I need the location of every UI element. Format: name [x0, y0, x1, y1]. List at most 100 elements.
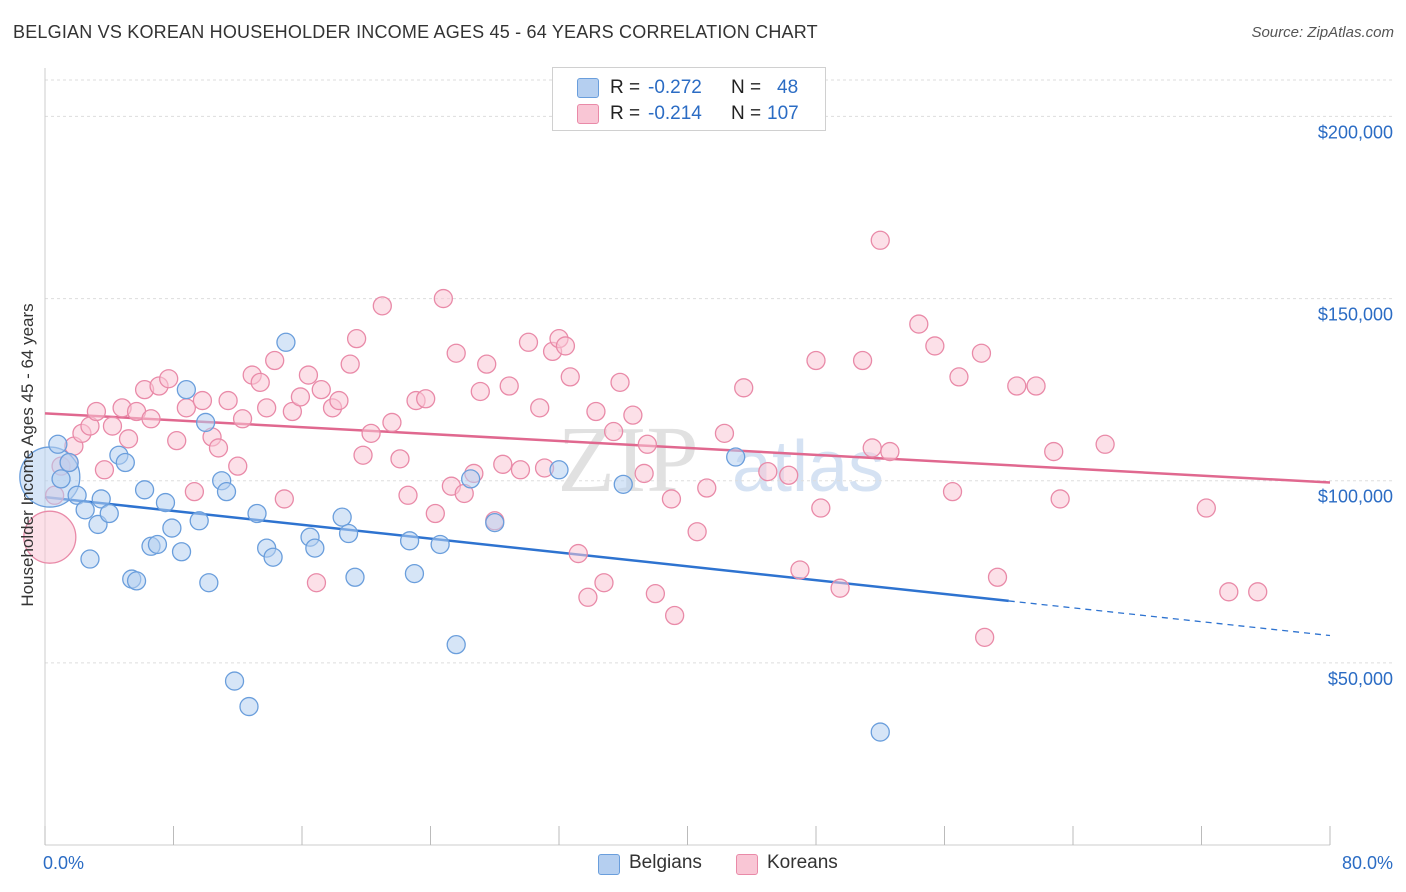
korean-point — [499, 376, 519, 396]
korean-point — [665, 605, 685, 626]
korean-point — [382, 412, 402, 433]
belgian-point — [99, 503, 119, 524]
korean-point — [578, 587, 598, 607]
korean-point — [265, 350, 285, 371]
korean-point — [470, 381, 490, 402]
y-tick-label: $100,000 — [1318, 487, 1393, 507]
korean-point — [594, 573, 614, 593]
korean-point — [586, 401, 606, 422]
korean-point — [192, 390, 213, 411]
belgian-point — [195, 412, 216, 433]
y-tick-label: $200,000 — [1318, 122, 1393, 142]
belgian-swatch — [577, 78, 599, 98]
korean-point — [167, 430, 187, 451]
korean-swatch — [577, 104, 599, 124]
korean-point — [94, 460, 115, 480]
korean-point — [141, 409, 161, 429]
belgian-point — [332, 507, 352, 527]
belgian-point — [305, 538, 325, 558]
korean-point — [228, 456, 248, 476]
korean-r-value: -0.214 — [648, 103, 702, 124]
korean-point — [610, 372, 630, 393]
korean-point — [949, 367, 969, 387]
chart-title: BELGIAN VS KOREAN HOUSEHOLDER INCOME AGE… — [13, 22, 818, 42]
belgian-points — [19, 332, 890, 742]
source-credit: Source: ZipAtlas.com — [1251, 24, 1394, 41]
korean-point — [102, 416, 123, 436]
belgian-point — [338, 523, 359, 544]
korean-trend-line — [44, 412, 1331, 484]
korean-point — [779, 465, 799, 485]
belgian-point — [239, 696, 259, 717]
belgian-n-value: 48 — [777, 77, 799, 98]
belgian-point — [48, 434, 68, 454]
korean-point — [1196, 498, 1216, 518]
belgian-point — [485, 512, 505, 533]
korean-point — [477, 354, 497, 374]
korean-point — [298, 365, 319, 385]
korean-point — [218, 390, 238, 411]
korean-point — [446, 343, 466, 363]
korean-point — [971, 343, 992, 363]
belgian-point — [147, 534, 168, 555]
axis-layer: $50,000 $100,000 $150,000 $200,000 — [44, 68, 1393, 846]
korean-point — [232, 409, 253, 429]
belgian-point — [726, 447, 746, 467]
korean-point — [518, 332, 539, 352]
korean-point — [433, 288, 454, 309]
korean-point — [510, 460, 531, 480]
belgian-point — [870, 722, 890, 742]
korean-point — [623, 405, 643, 425]
belgian-point — [263, 547, 283, 567]
korean-point — [790, 560, 810, 580]
belgian-r-value: -0.272 — [648, 77, 702, 98]
korean-r-label: R = — [610, 103, 641, 124]
korean-point — [661, 489, 682, 509]
korean-point — [687, 522, 707, 542]
korean-point — [274, 489, 294, 509]
belgian-point — [247, 503, 267, 524]
korean-point — [306, 573, 327, 593]
belgian-point — [126, 571, 147, 591]
korean-point — [250, 372, 270, 393]
bottom-korean-swatch — [736, 854, 758, 875]
belgian-point — [67, 485, 87, 505]
korean-point — [603, 421, 624, 442]
korean-point — [975, 627, 995, 648]
korean-point — [1095, 434, 1115, 454]
belgian-point — [399, 531, 420, 551]
korean-point — [353, 445, 373, 465]
korean-point — [806, 350, 826, 371]
korean-point — [560, 367, 580, 387]
bottom-belgian-label: Belgians — [629, 852, 702, 873]
belgian-point — [199, 573, 219, 593]
korean-point — [390, 449, 410, 469]
korean-point — [1044, 441, 1064, 462]
korean-point — [909, 314, 929, 334]
watermark-atlas: atlas — [732, 427, 884, 507]
belgian-point — [59, 452, 79, 473]
korean-point — [425, 503, 445, 524]
belgian-point — [51, 469, 71, 489]
korean-point — [282, 401, 303, 422]
belgian-point — [115, 452, 135, 473]
korean-point — [637, 434, 657, 454]
korean-point — [1007, 376, 1027, 396]
korean-point — [530, 398, 550, 418]
korean-point — [184, 481, 205, 502]
korean-point — [361, 423, 381, 444]
korean-point — [870, 230, 890, 250]
belgian-point — [155, 492, 176, 513]
korean-point — [1248, 582, 1268, 602]
korean-n-label: N = — [731, 103, 762, 124]
belgian-point — [461, 469, 481, 489]
belgian-point — [91, 489, 111, 509]
belgian-point — [75, 500, 95, 520]
belgian-point — [216, 481, 237, 502]
belgian-point — [189, 511, 209, 531]
korean-point — [862, 438, 882, 458]
korean-point — [208, 438, 229, 458]
x-tick-label-min: 0.0% — [43, 853, 84, 873]
korean-point — [987, 567, 1008, 587]
korean-point — [555, 336, 576, 356]
